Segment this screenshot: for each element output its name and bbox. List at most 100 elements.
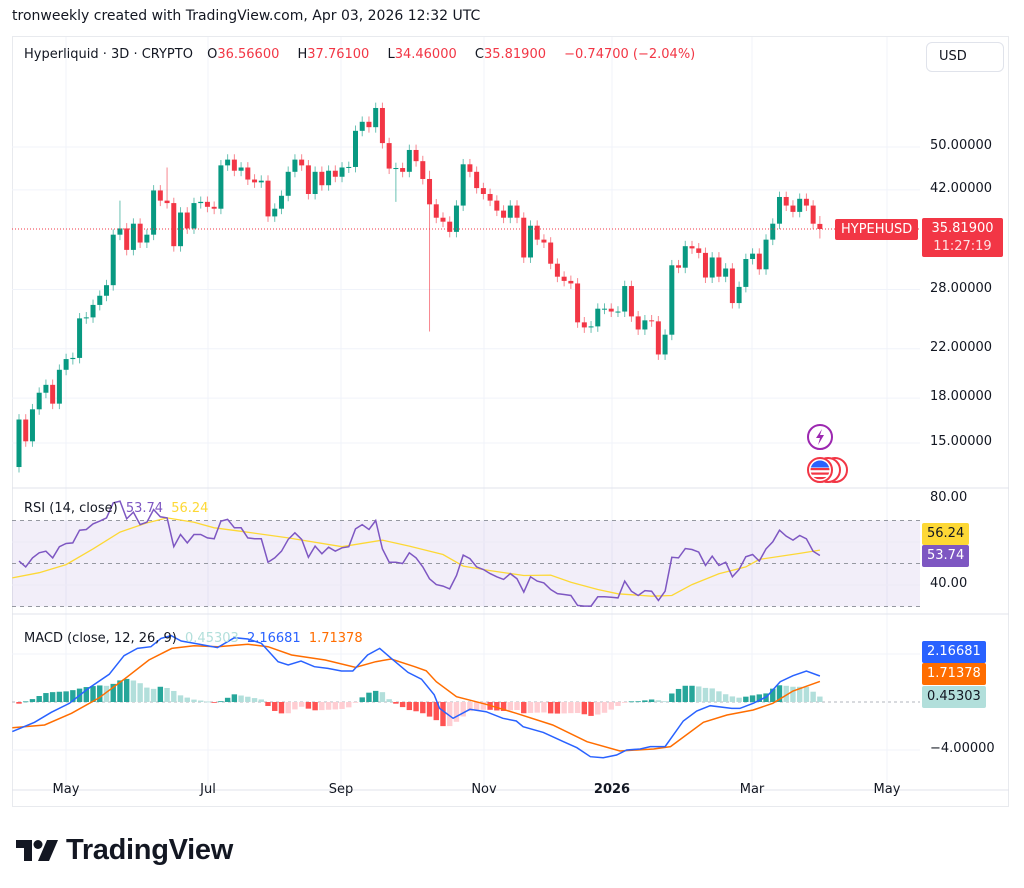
candle-body [379,107,385,144]
candle-body [608,308,614,312]
rsi-band-fill [12,520,920,607]
macd-histogram-bar [796,686,803,702]
candle-body [16,419,22,468]
time-axis-label: May [52,782,80,797]
macd-histogram-bar [527,702,534,713]
candle-body [568,280,574,284]
lightning-icon[interactable] [806,423,834,451]
candle-body [541,239,547,243]
price-axis-label: 18.00000 [930,389,993,405]
macd-histogram-bar [36,696,42,702]
candle-body [238,167,244,171]
symbol-price-tag: HYPEHUSD [835,219,919,240]
macd-histogram-bar [332,702,339,710]
candle-body [716,257,722,277]
candle-body [400,168,406,172]
candle-body [709,257,715,278]
candle-body [440,217,446,222]
macd-histogram-bar [298,702,305,707]
macd-histogram-bar [83,687,89,702]
change-value: −0.74700 (−2.04%) [564,47,696,62]
candle-body [305,165,311,194]
macd-histogram-bar [352,702,359,703]
macd-histogram-bar [628,701,635,703]
macd-histogram-bar [265,702,271,706]
macd-histogram-bar [783,685,789,702]
macd-histogram-bar [292,702,298,710]
macd-histogram-bar [749,695,756,702]
candle-body [460,164,466,206]
macd-line [12,634,821,759]
candle-body [245,167,251,180]
macd-axis-label: −4.00000 [930,741,995,756]
candle-body [137,223,143,243]
macd-histogram-bar [507,702,513,711]
macd-axis-tag: 2.16681 [922,641,986,663]
macd-histogram-bar [251,698,258,702]
candle-body [77,318,83,358]
candle-body [548,242,554,264]
candle-body [453,205,459,232]
time-axis-label: 2026 [593,782,631,797]
macd-histogram-bar [16,702,22,704]
rsi-title[interactable]: RSI (14, close) [24,501,118,516]
macd-histogram-bar [534,702,540,713]
macd-histogram-bar [561,702,567,714]
candle-body [602,308,608,310]
macd-histogram-bar [648,699,655,702]
candle-body [50,384,56,404]
tradingview-logo[interactable]: TradingView [16,834,233,867]
candle-body [487,193,493,201]
candle-body [467,164,473,172]
candle-body [689,246,695,249]
tradingview-logo-text: TradingView [66,834,233,866]
macd-histogram-bar [211,702,217,703]
candle-body [501,210,507,218]
candle-body [56,369,62,404]
price-axis-label: 42.00000 [930,180,993,196]
candle-body [312,171,318,194]
candle-body [655,321,661,355]
candle-body [218,165,224,209]
candle-body [23,419,29,442]
currency-button[interactable]: USD [926,42,1004,72]
macd-histogram-bar [258,699,264,702]
macd-histogram-bar [56,691,63,702]
candle-body [776,196,782,224]
candle-body [561,276,567,281]
macd-histogram-bar [722,694,729,702]
high-label: H [297,47,308,62]
candle-body [628,286,634,317]
candle-body [810,205,816,224]
macd-histogram-bar [554,702,561,714]
macd-histogram-bar [103,685,110,702]
macd-histogram-bar [420,702,426,714]
candle-body [339,167,345,177]
candle-body [729,268,735,304]
time-axis-label: May [873,782,901,797]
candle-body [763,239,769,270]
macd-histogram-bar [272,702,278,711]
candle-body [124,228,130,250]
candle-body [521,217,527,258]
macd-histogram-bar [325,702,332,710]
symbol-name[interactable]: Hyperliquid · 3D · CRYPTO [24,47,193,62]
candle-body [144,234,150,243]
price-legend: Hyperliquid · 3D · CRYPTO O36.56600 H37.… [24,47,699,62]
candle-body [204,201,210,207]
candle-body [332,170,338,177]
macd-histogram-bar [386,699,392,702]
macd-histogram-bar [150,688,157,702]
macd-histogram-bar [810,691,816,702]
macd-histogram-bar [379,692,386,702]
us-flag-icon[interactable] [804,455,850,485]
candle-body [393,168,399,170]
macd-title[interactable]: MACD (close, 12, 26, 9) [24,631,177,646]
macd-histogram-bar [669,693,675,702]
macd-histogram-bar [467,702,473,712]
macd-histogram-bar [574,702,581,714]
macd-histogram-bar [372,690,379,702]
candle-body [171,203,177,247]
macd-histogram-bar [433,702,439,721]
